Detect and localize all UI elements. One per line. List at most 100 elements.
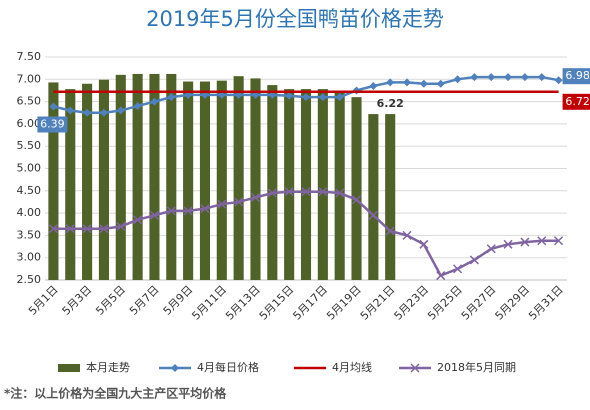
marker (403, 78, 412, 87)
bar (284, 89, 295, 280)
y-tick-label: 2.50 (17, 273, 42, 286)
bar (368, 114, 379, 280)
bar (132, 73, 143, 280)
bar (98, 79, 109, 280)
marker (116, 106, 125, 115)
y-tick-label: 3.00 (17, 251, 42, 264)
bar (233, 76, 244, 280)
marker (520, 73, 529, 82)
marker (302, 93, 310, 102)
x-tick-label: 5月17日 (290, 283, 330, 323)
marker (537, 236, 547, 246)
x-tick-label: 5月13日 (223, 283, 263, 323)
x-tick-label: 5月27日 (459, 283, 499, 323)
x-tick-label: 5月1日 (26, 283, 61, 318)
bar (250, 78, 261, 281)
footnote: *注：以上价格为全国九大主产区平均价格 (4, 386, 227, 401)
marker (133, 102, 142, 111)
bar (48, 82, 59, 280)
y-tick-label: 5.50 (17, 139, 42, 152)
marker (83, 108, 92, 117)
marker (386, 78, 395, 87)
marker (48, 224, 58, 234)
marker (217, 199, 227, 209)
x-tick-label: 5月23日 (392, 283, 432, 323)
data-label: 6.22 (377, 97, 404, 110)
marker (554, 236, 564, 246)
marker (351, 195, 362, 205)
marker (267, 188, 277, 198)
marker (150, 97, 159, 106)
x-tick-label: 5月11日 (189, 283, 229, 323)
legend-label: 本月走势 (86, 360, 130, 374)
bar (115, 74, 126, 280)
marker (171, 364, 179, 372)
bar (183, 81, 194, 280)
y-tick-label: 7.00 (17, 72, 42, 85)
marker (487, 73, 496, 82)
marker (200, 204, 210, 214)
marker (318, 93, 327, 102)
y-tick-label: 4.00 (17, 206, 42, 219)
bar (199, 81, 211, 280)
marker (537, 73, 546, 82)
marker (504, 73, 513, 82)
bar (82, 83, 93, 280)
x-tick-label: 5月5日 (93, 283, 128, 318)
marker (352, 86, 361, 95)
marker (133, 215, 143, 225)
legend-swatch (58, 364, 80, 372)
y-tick-label: 6.50 (17, 95, 42, 108)
x-tick-label: 5月31日 (526, 283, 566, 323)
data-label-box (562, 68, 590, 85)
marker (99, 108, 108, 117)
marker (82, 224, 92, 234)
y-tick-label: 4.50 (17, 184, 42, 197)
y-tick-label: 6.00 (17, 117, 42, 130)
bar (317, 89, 328, 280)
chart-title: 2019年5月份全国鸭苗价格走势 (146, 7, 444, 31)
marker (49, 102, 58, 111)
legend-label: 4月每日价格 (197, 360, 259, 374)
x-tick-label: 5月25日 (425, 283, 465, 323)
bar (300, 89, 312, 280)
x-tick-label: 5月21日 (358, 283, 398, 323)
bar (65, 89, 76, 280)
marker (318, 187, 328, 197)
marker (116, 221, 126, 232)
marker (234, 197, 244, 207)
data-label: 6.72 (565, 95, 590, 108)
marker (419, 79, 428, 88)
marker (301, 187, 311, 197)
bar (267, 85, 278, 281)
marker (166, 206, 176, 216)
data-label: 6.39 (40, 118, 65, 131)
marker (66, 106, 75, 115)
marker (436, 271, 446, 281)
marker (99, 224, 109, 234)
marker (554, 76, 563, 85)
data-label-box (37, 116, 68, 133)
x-tick-label: 5月19日 (324, 283, 364, 323)
data-label-box (562, 93, 590, 110)
bar (166, 73, 177, 280)
bar (216, 80, 227, 280)
marker (402, 230, 412, 240)
marker (419, 239, 429, 249)
bar (149, 73, 160, 280)
x-tick-label: 5月15日 (257, 283, 297, 323)
marker (486, 244, 496, 254)
marker (183, 206, 193, 216)
marker (503, 239, 513, 249)
marker (335, 188, 345, 198)
marker (470, 73, 479, 82)
legend-label: 4月均线 (332, 360, 372, 374)
marker (385, 226, 395, 236)
x-tick-label: 5月7日 (127, 283, 162, 318)
marker (520, 237, 530, 247)
y-tick-label: 5.00 (17, 162, 42, 175)
marker (167, 93, 176, 102)
marker (436, 79, 445, 88)
bar (334, 91, 345, 280)
x-tick-label: 5月29日 (493, 283, 533, 323)
